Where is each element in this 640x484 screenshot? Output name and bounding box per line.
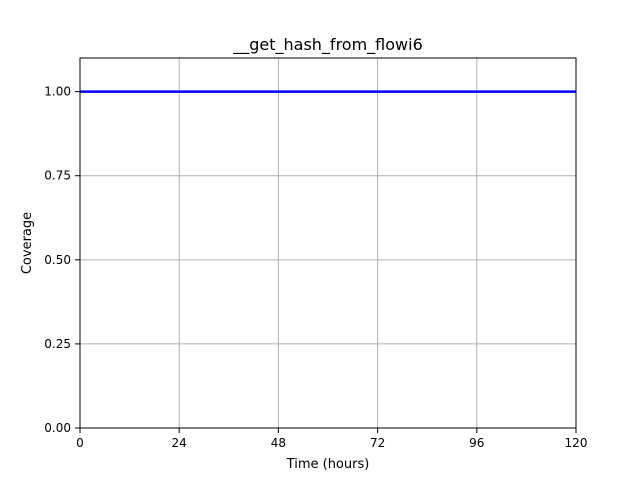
x-tick-label: 96: [469, 436, 484, 450]
y-tick-label: 0.50: [44, 253, 71, 267]
x-tick-label: 0: [76, 436, 84, 450]
x-tick-label: 48: [271, 436, 286, 450]
x-tick-label: 120: [565, 436, 588, 450]
y-tick-label: 0.00: [44, 421, 71, 435]
x-tick-label: 24: [172, 436, 187, 450]
x-tick-label: 72: [370, 436, 385, 450]
plot-frame: [79, 57, 577, 429]
y-tick-label: 0.75: [44, 169, 71, 183]
axis-ticks: 0 24 48 72 96 120 0.00 0.25 0.50 0.75 1.00: [44, 85, 587, 450]
y-tick-label: 1.00: [44, 85, 71, 99]
chart-title: __get_hash_from_flowi6: [232, 35, 423, 55]
y-tick-label: 0.25: [44, 337, 71, 351]
plot-area: [80, 58, 576, 428]
y-axis-label: Coverage: [20, 212, 35, 274]
x-axis-label: Time (hours): [286, 457, 370, 472]
